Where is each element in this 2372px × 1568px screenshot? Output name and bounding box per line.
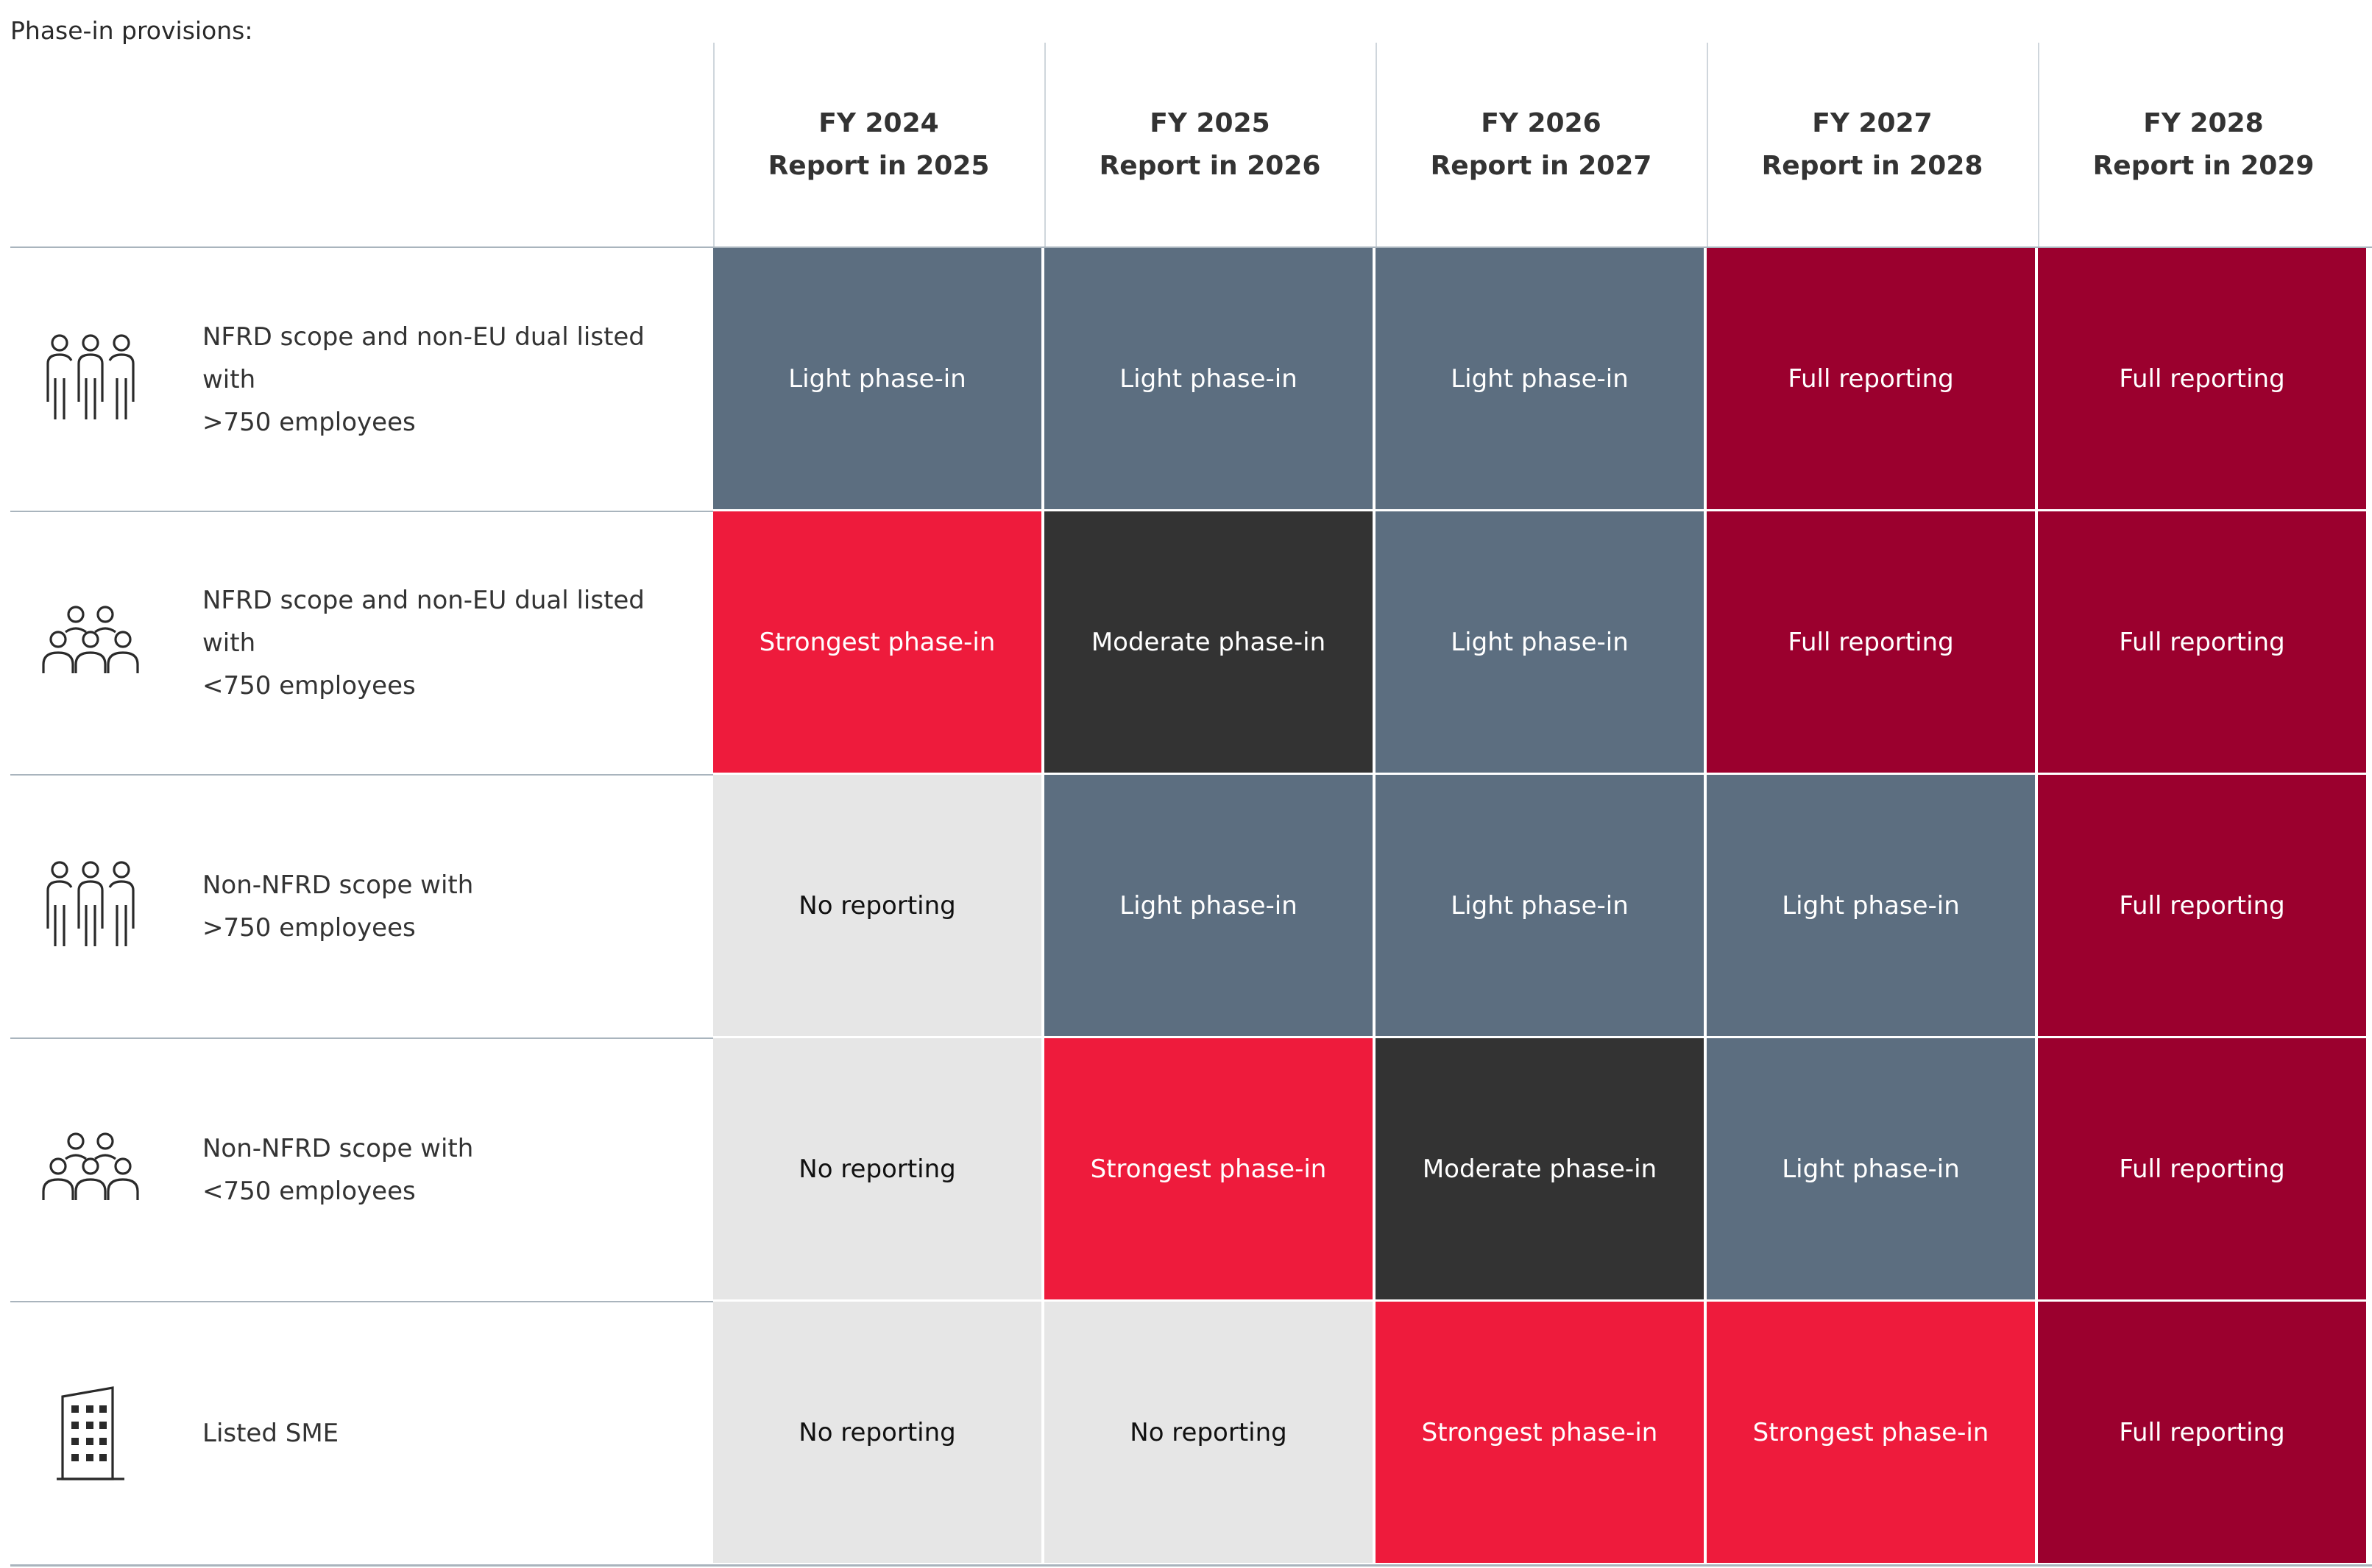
status-cell-label: No reporting xyxy=(1130,1417,1287,1447)
status-cell-strongest: Strongest phase-in xyxy=(1044,1038,1374,1301)
row-label-line2: >750 employees xyxy=(202,913,416,943)
fiscal-year-label: FY 2024 xyxy=(818,108,939,138)
report-year-label: Report in 2028 xyxy=(1761,151,1983,181)
fiscal-year-label: FY 2028 xyxy=(2143,108,2264,138)
header-divider xyxy=(10,246,2372,248)
status-cell-label: No reporting xyxy=(799,890,956,920)
status-cell-label: Strongest phase-in xyxy=(1421,1417,1658,1447)
status-cell-strongest: Strongest phase-in xyxy=(713,511,1043,774)
status-cell-full: Full reporting xyxy=(1707,511,2036,774)
row-label: Listed SME xyxy=(202,1302,703,1565)
row-divider xyxy=(10,511,713,512)
status-cell-label: Full reporting xyxy=(2119,1154,2285,1184)
row-label-line1: NFRD scope and non-EU dual listed with xyxy=(202,586,645,658)
row-label: NFRD scope and non-EU dual listed with >7… xyxy=(202,248,703,511)
row-divider xyxy=(10,1301,713,1302)
status-cell-none: No reporting xyxy=(713,775,1043,1037)
status-cell-label: Light phase-in xyxy=(1119,890,1297,920)
fiscal-year-label: FY 2026 xyxy=(1481,108,1601,138)
row-divider xyxy=(10,774,713,776)
row-label: NFRD scope and non-EU dual listed with <7… xyxy=(202,511,703,775)
fiscal-year-label: FY 2025 xyxy=(1150,108,1270,138)
status-cell-label: Full reporting xyxy=(1788,363,1954,394)
status-cell-light: Light phase-in xyxy=(1707,775,2036,1037)
status-cell-label: Strongest phase-in xyxy=(1752,1417,1989,1447)
status-cell-light: Light phase-in xyxy=(1376,511,1705,774)
row-label-line1: Listed SME xyxy=(202,1419,339,1448)
status-cell-label: Light phase-in xyxy=(788,363,966,394)
report-year-label: Report in 2026 xyxy=(1099,151,1321,181)
status-cell-label: Moderate phase-in xyxy=(1091,627,1326,657)
status-cell-full: Full reporting xyxy=(1707,248,2036,511)
column-header: FY 2025 Report in 2026 xyxy=(1044,43,1374,247)
status-cell-none: No reporting xyxy=(713,1302,1043,1564)
row-label-line2: >750 employees xyxy=(202,408,416,437)
status-cell-label: Full reporting xyxy=(1788,627,1954,657)
status-cell-label: Strongest phase-in xyxy=(759,627,996,657)
page-title: Phase-in provisions: xyxy=(10,16,253,45)
column-header: FY 2024 Report in 2025 xyxy=(713,43,1043,247)
row-label-line1: NFRD scope and non-EU dual listed with xyxy=(202,322,645,394)
status-cell-label: Light phase-in xyxy=(1451,363,1629,394)
status-cell-label: Full reporting xyxy=(2119,363,2285,394)
status-cell-label: Moderate phase-in xyxy=(1422,1154,1657,1184)
status-cell-light: Light phase-in xyxy=(1044,775,1374,1037)
report-year-label: Report in 2025 xyxy=(768,151,990,181)
status-cell-full: Full reporting xyxy=(2038,511,2368,774)
row-divider xyxy=(10,1037,713,1039)
status-cell-full: Full reporting xyxy=(2038,1302,2368,1564)
table-bottom-divider xyxy=(10,1564,2372,1567)
status-cell-none: No reporting xyxy=(713,1038,1043,1301)
status-cell-full: Full reporting xyxy=(2038,248,2368,511)
status-cell-strongest: Strongest phase-in xyxy=(1376,1302,1705,1564)
report-year-label: Report in 2029 xyxy=(2092,151,2315,181)
status-cell-label: Full reporting xyxy=(2119,1417,2285,1447)
status-cell-label: Strongest phase-in xyxy=(1090,1154,1327,1184)
row-label-line2: <750 employees xyxy=(202,671,416,700)
column-header: FY 2027 Report in 2028 xyxy=(1707,43,2036,247)
people-small-group-icon xyxy=(37,1038,144,1302)
row-label: Non-NFRD scope with <750 employees xyxy=(202,1038,703,1302)
status-cell-label: Light phase-in xyxy=(1782,890,1960,920)
status-cell-light: Light phase-in xyxy=(1376,775,1705,1037)
row-label-line1: Non-NFRD scope with xyxy=(202,870,474,900)
status-cell-full: Full reporting xyxy=(2038,775,2368,1037)
status-cell-light: Light phase-in xyxy=(1707,1038,2036,1301)
column-header: FY 2026 Report in 2027 xyxy=(1376,43,1705,247)
row-label-line1: Non-NFRD scope with xyxy=(202,1134,474,1163)
status-cell-light: Light phase-in xyxy=(713,248,1043,511)
people-small-group-icon xyxy=(37,511,144,775)
status-cell-label: Light phase-in xyxy=(1119,363,1297,394)
people-large-group-icon xyxy=(37,775,144,1038)
status-cell-none: No reporting xyxy=(1044,1302,1374,1564)
row-label-line2: <750 employees xyxy=(202,1177,416,1206)
status-cell-label: Light phase-in xyxy=(1782,1154,1960,1184)
status-cell-label: Full reporting xyxy=(2119,890,2285,920)
status-cell-moderate: Moderate phase-in xyxy=(1044,511,1374,774)
row-label: Non-NFRD scope with >750 employees xyxy=(202,775,703,1038)
status-cell-strongest: Strongest phase-in xyxy=(1707,1302,2036,1564)
status-cell-full: Full reporting xyxy=(2038,1038,2368,1301)
column-header: FY 2028 Report in 2029 xyxy=(2038,43,2368,247)
status-cell-label: No reporting xyxy=(799,1417,956,1447)
status-cell-light: Light phase-in xyxy=(1044,248,1374,511)
status-cell-moderate: Moderate phase-in xyxy=(1376,1038,1705,1301)
building-icon xyxy=(37,1302,144,1565)
status-cell-label: Full reporting xyxy=(2119,627,2285,657)
status-cell-light: Light phase-in xyxy=(1376,248,1705,511)
fiscal-year-label: FY 2027 xyxy=(1812,108,1933,138)
people-large-group-icon xyxy=(37,248,144,511)
status-cell-label: Light phase-in xyxy=(1451,627,1629,657)
report-year-label: Report in 2027 xyxy=(1430,151,1652,181)
status-cell-label: No reporting xyxy=(799,1154,956,1184)
status-cell-label: Light phase-in xyxy=(1451,890,1629,920)
